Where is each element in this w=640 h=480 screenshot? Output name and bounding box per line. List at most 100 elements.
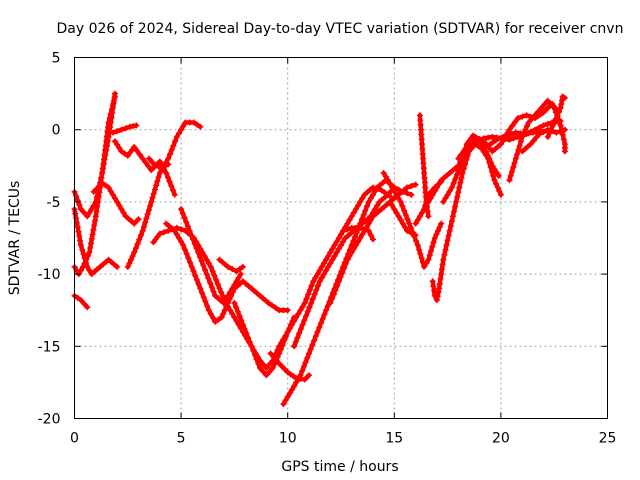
plus-marker (197, 123, 204, 130)
plus-marker (454, 171, 460, 178)
plus-marker (220, 310, 227, 317)
plus-marker (126, 123, 133, 130)
series-track-09 (146, 155, 172, 171)
plus-marker (93, 208, 100, 215)
plus-marker (402, 211, 409, 218)
plus-marker (414, 242, 421, 249)
plus-marker (301, 300, 308, 306)
plus-marker (535, 108, 542, 115)
plus-marker (122, 125, 129, 132)
plus-marker (219, 292, 226, 299)
plus-marker (162, 162, 169, 169)
plus-marker (136, 151, 143, 158)
plus-marker (342, 261, 349, 267)
plus-marker (153, 182, 160, 189)
plus-marker (544, 133, 551, 140)
plus-marker (229, 310, 236, 317)
plus-marker (506, 177, 513, 184)
plus-marker (178, 238, 185, 245)
plus-marker (87, 244, 94, 251)
plus-marker (426, 252, 433, 259)
plus-marker (382, 173, 389, 180)
plus-marker (315, 282, 321, 289)
plus-marker (491, 177, 498, 184)
y-tick-label: -5 (47, 195, 61, 211)
plus-marker (416, 213, 423, 220)
plus-marker (416, 246, 422, 253)
plus-marker (95, 194, 102, 201)
plus-marker (350, 245, 357, 252)
plus-marker (497, 141, 504, 148)
plus-marker (332, 287, 339, 293)
plus-marker (297, 372, 304, 379)
plus-marker (207, 279, 214, 286)
plus-marker (112, 195, 118, 202)
plus-marker (265, 300, 272, 306)
plus-marker (106, 115, 113, 122)
plus-marker (231, 314, 238, 321)
y-axis-label: SDTVAR / TECUs (7, 181, 23, 296)
plus-marker (135, 216, 142, 223)
plus-marker (293, 379, 300, 386)
plus-marker (325, 263, 332, 270)
plus-marker (540, 109, 547, 116)
plus-marker (444, 237, 451, 244)
plus-marker (118, 206, 125, 213)
plus-marker (312, 333, 319, 340)
plus-marker (551, 105, 558, 111)
plus-marker (238, 317, 245, 324)
plus-marker (449, 213, 456, 220)
plus-marker (279, 341, 286, 348)
plus-marker (507, 172, 514, 179)
plus-marker (193, 276, 200, 283)
plus-marker (504, 132, 511, 139)
plus-marker (519, 113, 526, 120)
plus-marker (114, 198, 121, 205)
plus-marker (419, 259, 426, 266)
plus-marker (236, 313, 243, 319)
plus-marker (202, 266, 208, 273)
plus-marker (107, 110, 114, 117)
y-tick-label: 5 (52, 51, 61, 67)
plus-marker (335, 245, 342, 252)
plus-marker (142, 219, 149, 226)
plus-marker (114, 263, 121, 270)
plus-marker (188, 232, 195, 239)
plus-marker (178, 126, 185, 133)
plus-marker (302, 359, 309, 366)
plus-marker (209, 268, 216, 275)
plus-marker (194, 121, 201, 128)
plus-marker (75, 228, 82, 235)
plus-marker (364, 203, 370, 210)
series-track-02 (71, 93, 118, 278)
plus-marker (515, 146, 522, 153)
series-markers (71, 206, 121, 278)
plus-marker (167, 151, 173, 158)
y-tick-labels: -20 -15 -10 -5 0 5 (38, 51, 61, 428)
plus-marker (401, 207, 408, 214)
plus-marker (338, 242, 344, 249)
plus-marker (530, 137, 537, 144)
plus-marker (145, 207, 152, 214)
plus-marker (192, 272, 199, 279)
plus-marker (352, 242, 359, 249)
plus-marker (487, 159, 494, 166)
plus-marker (132, 245, 139, 252)
plus-marker (454, 194, 461, 201)
plus-marker (267, 350, 274, 357)
plus-marker (316, 267, 323, 274)
plus-marker (387, 198, 393, 205)
plus-marker (446, 188, 453, 195)
plus-marker (512, 155, 519, 162)
plus-marker (397, 216, 404, 223)
plus-marker (404, 227, 411, 234)
series-track-12 (178, 206, 244, 306)
plus-marker (442, 247, 449, 253)
plus-marker (439, 261, 446, 268)
series-track-26 (440, 132, 502, 205)
plus-marker (179, 210, 186, 217)
plus-marker (323, 256, 330, 263)
plus-marker (128, 256, 134, 263)
plus-marker (494, 184, 501, 191)
